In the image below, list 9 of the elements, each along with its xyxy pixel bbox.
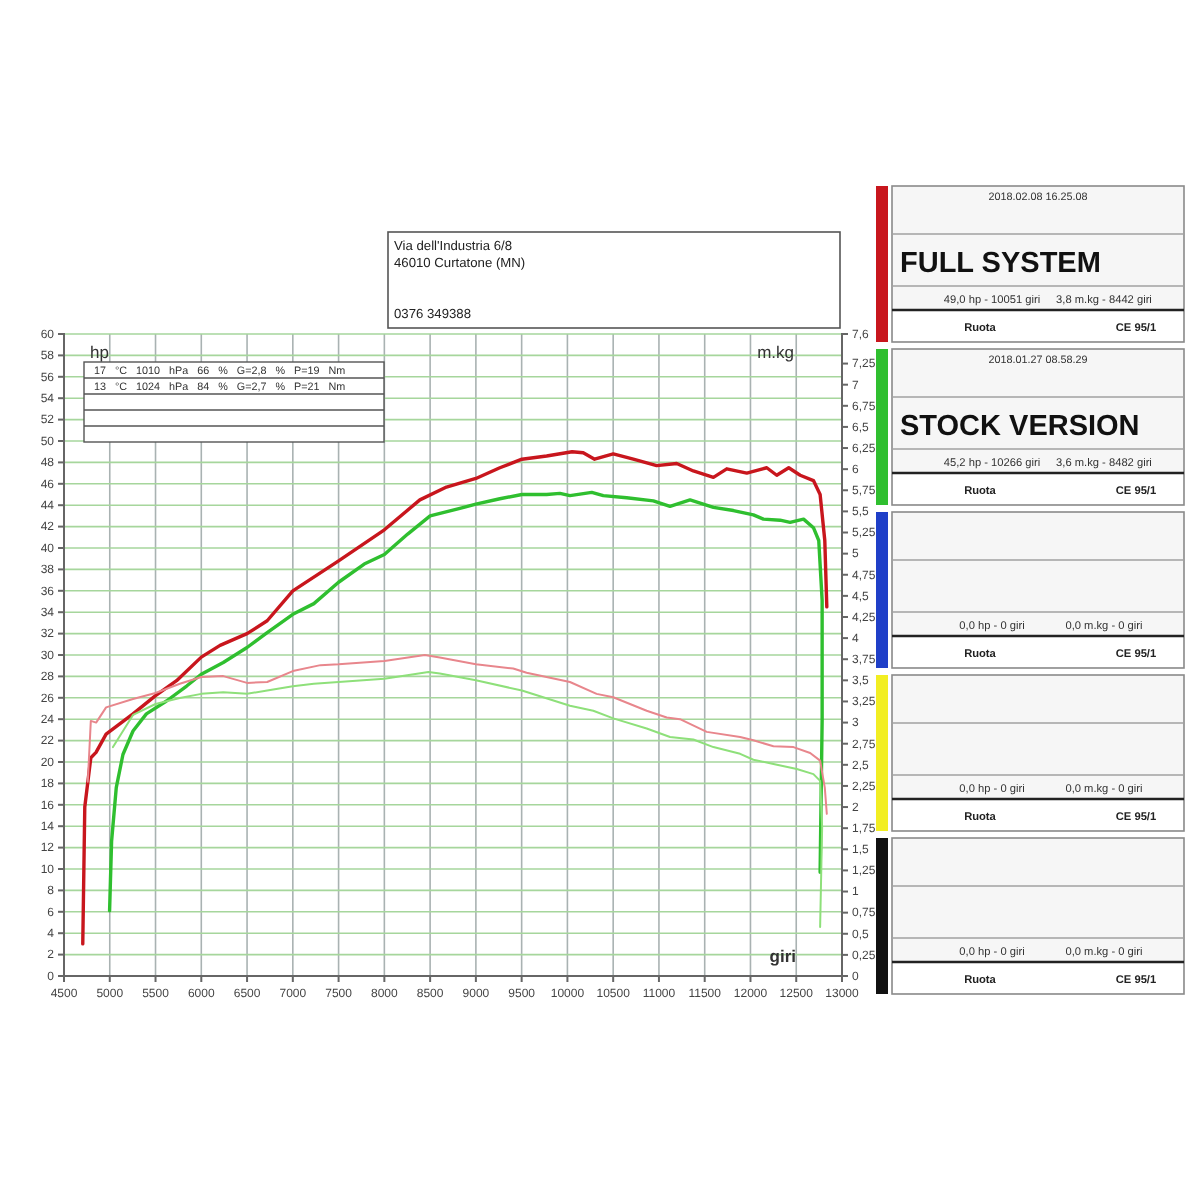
line-series [111,670,824,929]
line-series [107,490,824,913]
y-axis-title: hp [90,342,110,362]
text: FULL SYSTEM [900,248,1101,280]
text: STOCK VERSION [900,411,1140,443]
y2-axis-title: m.kg [757,342,795,362]
line-series [81,450,829,946]
x-axis-title: giri [769,946,796,966]
line-series [86,654,828,815]
